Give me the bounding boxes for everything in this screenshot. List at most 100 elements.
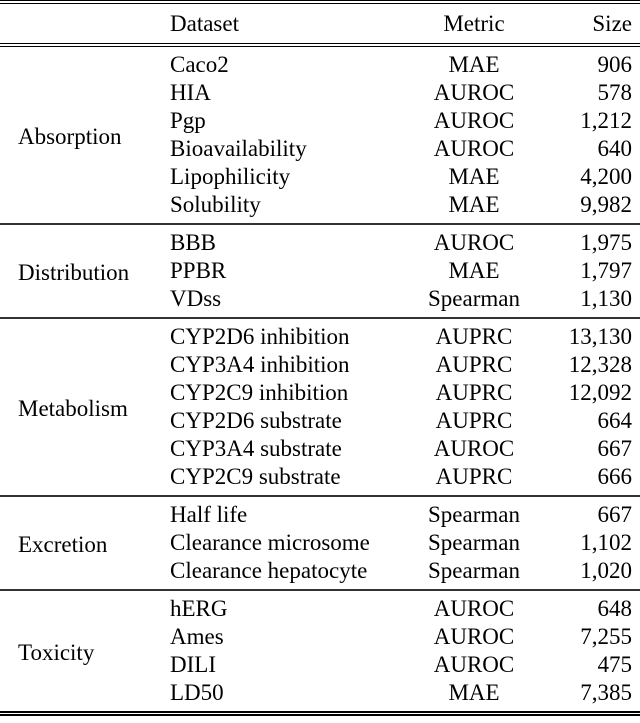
dataset-cell: Half life	[170, 502, 248, 527]
metric-cell: AUPRC	[435, 352, 513, 377]
group-metabolism: Metabolism CYP2D6 inhibition AUPRC 13,130 CY…	[0, 318, 640, 496]
table-row: CYP2D6 substrate AUPRC 664	[0, 407, 640, 435]
table-row: VDss Spearman 1,130	[0, 285, 640, 318]
table-row: Clearance hepatocyte Spearman 1,020	[0, 557, 640, 590]
dataset-cell: Ames	[170, 624, 224, 649]
metric-cell: MAE	[448, 164, 500, 189]
table-row: Distribution BBB AUROC 1,975	[0, 224, 640, 285]
table-row: Pgp AUROC 1,212	[0, 107, 640, 135]
header-metric: Metric	[443, 11, 505, 36]
metric-cell: AUROC	[433, 136, 515, 161]
dataset-cell: Caco2	[170, 52, 229, 77]
table-row: HIA AUROC 578	[0, 79, 640, 107]
size-cell: 475	[597, 652, 633, 677]
dataset-cell: Clearance microsome	[170, 530, 370, 555]
header-dataset: Dataset	[170, 11, 239, 36]
metric-cell: AUROC	[433, 108, 515, 133]
dataset-cell: Bioavailability	[170, 136, 307, 161]
size-cell: 13,130	[568, 324, 632, 349]
table-row: CYP3A4 inhibition AUPRC 12,328	[0, 351, 640, 379]
table-row: Ames AUROC 7,255	[0, 623, 640, 651]
dataset-cell: CYP2D6 inhibition	[170, 324, 350, 349]
group-excretion: Excretion Half life Spearman 667 Clearance m…	[0, 496, 640, 590]
dataset-cell: BBB	[170, 230, 217, 255]
size-cell: 7,255	[580, 624, 632, 649]
metric-cell: MAE	[448, 680, 500, 705]
table-row: Metabolism CYP2D6 inhibition AUPRC 13,130	[0, 318, 640, 421]
dataset-cell: Pgp	[170, 108, 206, 133]
size-cell: 666	[597, 464, 633, 489]
header-size: Size	[592, 11, 632, 36]
size-cell: 1,102	[580, 530, 632, 555]
table-header: Dataset Metric Size	[0, 2, 640, 45]
group-toxicity: Toxicity hERG AUROC 648 Ames AUROC 7,255 DILI AU…	[0, 590, 640, 714]
metric-cell: AUROC	[433, 80, 515, 105]
table-row: Bioavailability AUROC 640	[0, 135, 640, 163]
size-cell: 1,797	[580, 258, 632, 283]
category-label: Distribution	[18, 260, 130, 285]
metric-cell: AUPRC	[435, 408, 513, 433]
metric-cell: AUROC	[433, 596, 515, 621]
dataset-cell: Solubility	[170, 192, 261, 217]
dataset-cell: CYP2C9 inhibition	[170, 380, 349, 405]
size-cell: 1,020	[580, 558, 632, 583]
table-row: DILI AUROC 475	[0, 651, 640, 679]
dataset-cell: PPBR	[170, 258, 227, 283]
dataset-cell: VDss	[170, 286, 222, 311]
metric-cell: AUROC	[433, 652, 515, 677]
metric-cell: AUPRC	[435, 324, 513, 349]
size-cell: 12,092	[568, 380, 632, 405]
size-cell: 667	[597, 502, 633, 527]
dataset-cell: CYP3A4 substrate	[170, 436, 342, 461]
size-cell: 906	[597, 52, 633, 77]
metric-cell: MAE	[448, 192, 500, 217]
metric-cell: AUROC	[433, 436, 515, 461]
table-row: CYP2C9 substrate AUPRC 666	[0, 463, 640, 496]
size-cell: 640	[597, 136, 633, 161]
metric-cell: AUPRC	[435, 464, 513, 489]
size-cell: 1,130	[580, 286, 632, 311]
dataset-cell: CYP2D6 substrate	[170, 408, 342, 433]
size-cell: 7,385	[580, 680, 632, 705]
dataset-cell: Lipophilicity	[170, 164, 291, 189]
size-cell: 648	[597, 596, 633, 621]
group-distribution: Distribution BBB AUROC 1,975 PPBR MAE 1,797 VDs…	[0, 224, 640, 318]
dataset-cell: hERG	[170, 596, 228, 621]
table-row: Lipophilicity MAE 4,200	[0, 163, 640, 191]
table-row: CYP3A4 substrate AUROC 667	[0, 435, 640, 463]
metric-cell: AUROC	[433, 230, 515, 255]
metric-cell: Spearman	[428, 558, 520, 583]
group-absorption: Absorption Caco2 MAE 906 HIA AUROC 578 Pgp AUROC…	[0, 45, 640, 224]
metric-cell: MAE	[448, 52, 500, 77]
size-cell: 4,200	[580, 164, 632, 189]
metric-cell: AUPRC	[435, 380, 513, 405]
size-cell: 1,212	[580, 108, 632, 133]
metric-cell: Spearman	[428, 502, 520, 527]
table-row: Absorption Caco2 MAE 906	[0, 45, 640, 149]
table-row: Toxicity hERG AUROC 648	[0, 590, 640, 665]
table-row: CYP2C9 inhibition AUPRC 12,092	[0, 379, 640, 407]
dataset-cell: CYP2C9 substrate	[170, 464, 341, 489]
size-cell: 12,328	[568, 352, 632, 377]
dataset-cell: CYP3A4 inhibition	[170, 352, 350, 377]
category-label: Excretion	[18, 532, 108, 557]
table-row: Clearance microsome Spearman 1,102	[0, 529, 640, 557]
table-row: LD50 MAE 7,385	[0, 679, 640, 714]
category-label: Absorption	[18, 124, 122, 149]
size-cell: 578	[597, 80, 633, 105]
table-row: Solubility MAE 9,982	[0, 191, 640, 224]
metric-cell: AUROC	[433, 624, 515, 649]
size-cell: 664	[597, 408, 633, 433]
dataset-cell: Clearance hepatocyte	[170, 558, 368, 583]
dataset-cell: LD50	[170, 680, 224, 705]
metric-cell: Spearman	[428, 530, 520, 555]
dataset-cell: HIA	[170, 80, 211, 105]
category-label: Metabolism	[18, 396, 128, 421]
header-category	[0, 2, 170, 45]
dataset-cell: DILI	[170, 652, 216, 677]
category-label: Toxicity	[18, 640, 95, 665]
table-row: Excretion Half life Spearman 667	[0, 496, 640, 557]
metric-cell: Spearman	[428, 286, 520, 311]
size-cell: 667	[597, 436, 633, 461]
